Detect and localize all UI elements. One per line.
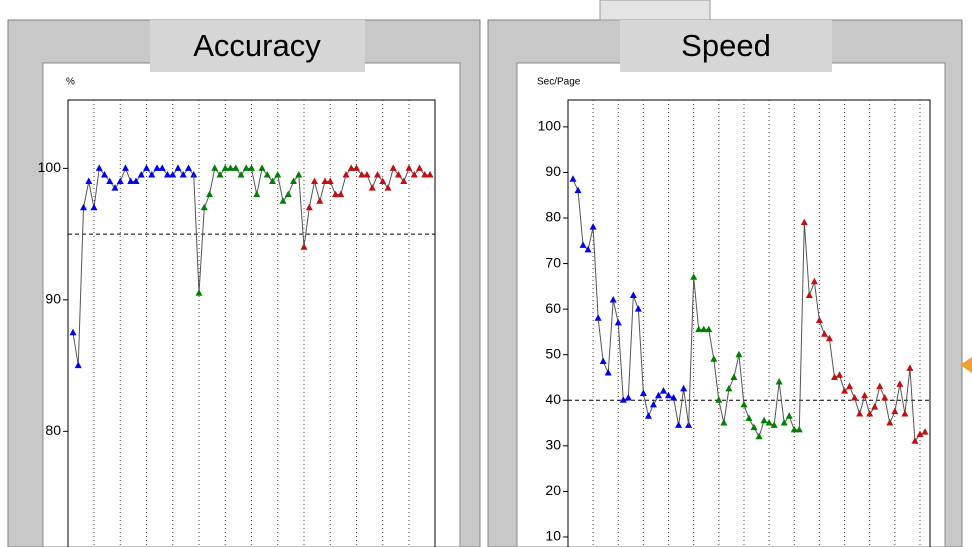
- y-tick-label: 10: [545, 528, 561, 544]
- window-strip: [600, 0, 710, 20]
- screen: Accuracy Speed % Sec/Page 80 90 100 10 20 30 4…: [0, 0, 972, 547]
- axis-unit: Sec/Page: [537, 77, 581, 88]
- y-tick-label: 80: [545, 209, 561, 225]
- chart-title: Accuracy: [193, 28, 321, 63]
- page: {"chart_data": [ {"type": "line", "title…: [0, 0, 972, 547]
- y-tick-label: 100: [38, 159, 62, 175]
- y-tick-label: 90: [45, 291, 61, 307]
- axis-unit: %: [66, 77, 75, 88]
- y-tick-label: 30: [545, 437, 561, 453]
- y-tick-label: 60: [545, 300, 561, 316]
- y-tick-label: 20: [545, 482, 561, 498]
- chart-title: Speed: [681, 28, 771, 63]
- y-tick-label: 50: [545, 345, 561, 361]
- y-tick-label: 70: [545, 254, 561, 270]
- y-tick-label: 80: [45, 422, 61, 438]
- y-tick-label: 40: [545, 391, 561, 407]
- y-tick-label: 100: [538, 118, 562, 134]
- y-tick-label: 90: [545, 163, 561, 179]
- chart-area: [517, 63, 945, 547]
